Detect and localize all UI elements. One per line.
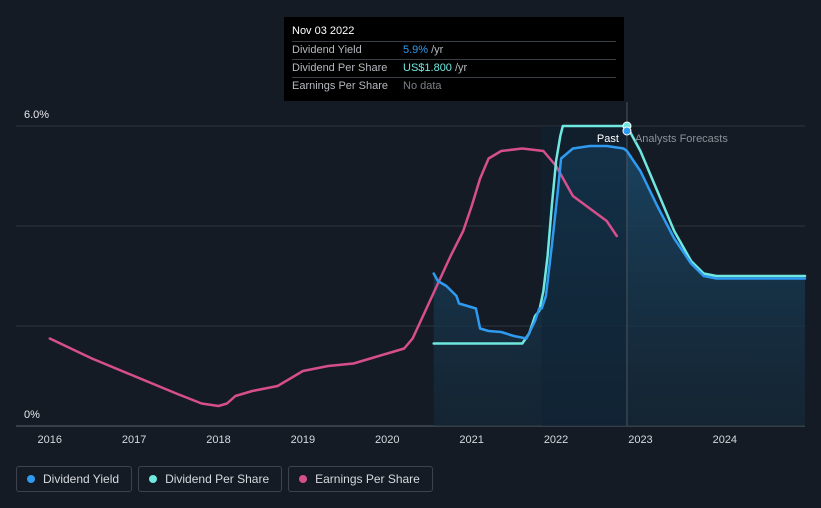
legend-label: Dividend Yield (43, 472, 120, 486)
tooltip-value: 5.9% (403, 44, 429, 56)
x-tick-label: 2021 (459, 434, 483, 446)
x-tick-label: 2019 (291, 434, 315, 446)
dividend-yield-marker (622, 126, 632, 136)
data-tooltip: Nov 03 2022 Dividend Yield 5.9% /yr Divi… (284, 17, 624, 101)
past-band (541, 126, 627, 426)
tooltip-label: Earnings Per Share (292, 80, 388, 92)
legend: Dividend Yield Dividend Per Share Earnin… (16, 466, 433, 492)
tooltip-value: US$1.800 (403, 62, 452, 74)
x-tick-label: 2024 (713, 434, 737, 446)
highlight-markers (622, 121, 632, 136)
tooltip-value: No data (403, 80, 442, 92)
legend-item-dividend-per-share[interactable]: Dividend Per Share (138, 466, 283, 492)
series-lines (48, 124, 807, 408)
y-tick-label: 0% (24, 409, 40, 421)
tooltip-unit: /yr (454, 62, 468, 74)
x-tick-label: 2022 (544, 434, 568, 446)
legend-label: Dividend Per Share (165, 472, 270, 486)
tooltip-row-dividend-yield: Dividend Yield 5.9% /yr (292, 41, 616, 59)
forecast-region-label: Analysts Forecasts (635, 133, 728, 145)
x-tick-label: 2020 (375, 434, 399, 446)
tooltip-date: Nov 03 2022 (292, 25, 355, 37)
x-tick-label: 2018 (206, 434, 230, 446)
legend-label: Earnings Per Share (315, 472, 420, 486)
dividend-yield-line (432, 144, 807, 340)
shaded-regions (433, 102, 805, 426)
legend-dot-icon (299, 475, 308, 483)
tooltip-row-earnings-per-share: Earnings Per Share No data (292, 77, 616, 95)
tooltip-row-dividend-per-share: Dividend Per Share US$1.800 /yr (292, 59, 616, 77)
tooltip-label: Dividend Yield (292, 44, 362, 56)
legend-item-earnings-per-share[interactable]: Earnings Per Share (288, 466, 433, 492)
past-region-label: Past (597, 133, 619, 145)
x-tick-label: 2016 (38, 434, 62, 446)
tooltip-unit: /yr (431, 44, 444, 56)
earnings-per-share-line (48, 147, 619, 408)
legend-dot-icon (149, 475, 158, 483)
legend-item-dividend-yield[interactable]: Dividend Yield (16, 466, 133, 492)
legend-dot-icon (27, 475, 35, 483)
x-tick-label: 2017 (122, 434, 146, 446)
y-axis: 0% 6.0% (24, 109, 49, 421)
y-tick-label: 6.0% (24, 109, 49, 121)
tooltip-label: Dividend Per Share (292, 62, 388, 74)
x-tick-label: 2023 (628, 434, 652, 446)
x-axis: 2016 2017 2018 2019 2020 2021 2022 2023 2024 (38, 434, 738, 446)
